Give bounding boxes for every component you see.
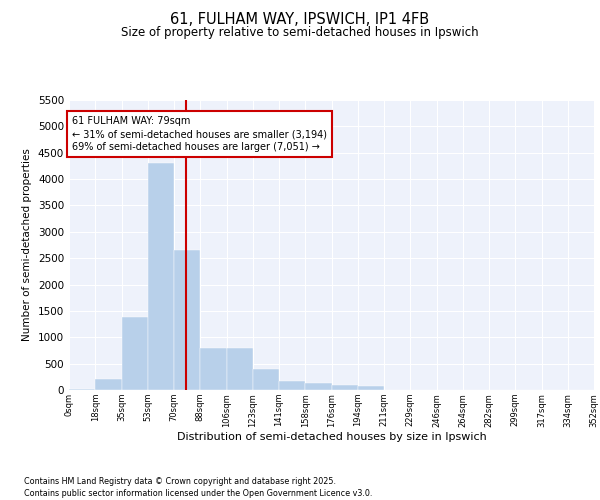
Text: Contains HM Land Registry data © Crown copyright and database right 2025.
Contai: Contains HM Land Registry data © Crown c… <box>24 476 373 498</box>
Bar <box>174 250 200 390</box>
Bar <box>305 384 331 390</box>
Y-axis label: Number of semi-detached properties: Number of semi-detached properties <box>22 148 32 342</box>
Bar <box>358 386 384 390</box>
Text: Size of property relative to semi-detached houses in Ipswich: Size of property relative to semi-detach… <box>121 26 479 39</box>
Bar <box>279 381 305 390</box>
Bar <box>148 164 174 390</box>
Text: 61 FULHAM WAY: 79sqm
← 31% of semi-detached houses are smaller (3,194)
69% of se: 61 FULHAM WAY: 79sqm ← 31% of semi-detac… <box>72 116 327 152</box>
X-axis label: Distribution of semi-detached houses by size in Ipswich: Distribution of semi-detached houses by … <box>176 432 487 442</box>
Text: 61, FULHAM WAY, IPSWICH, IP1 4FB: 61, FULHAM WAY, IPSWICH, IP1 4FB <box>170 12 430 28</box>
Bar <box>121 316 148 390</box>
Bar <box>200 348 227 390</box>
Bar <box>332 384 358 390</box>
Bar <box>253 369 279 390</box>
Bar <box>227 348 253 390</box>
Bar <box>69 389 95 390</box>
Bar <box>95 380 121 390</box>
